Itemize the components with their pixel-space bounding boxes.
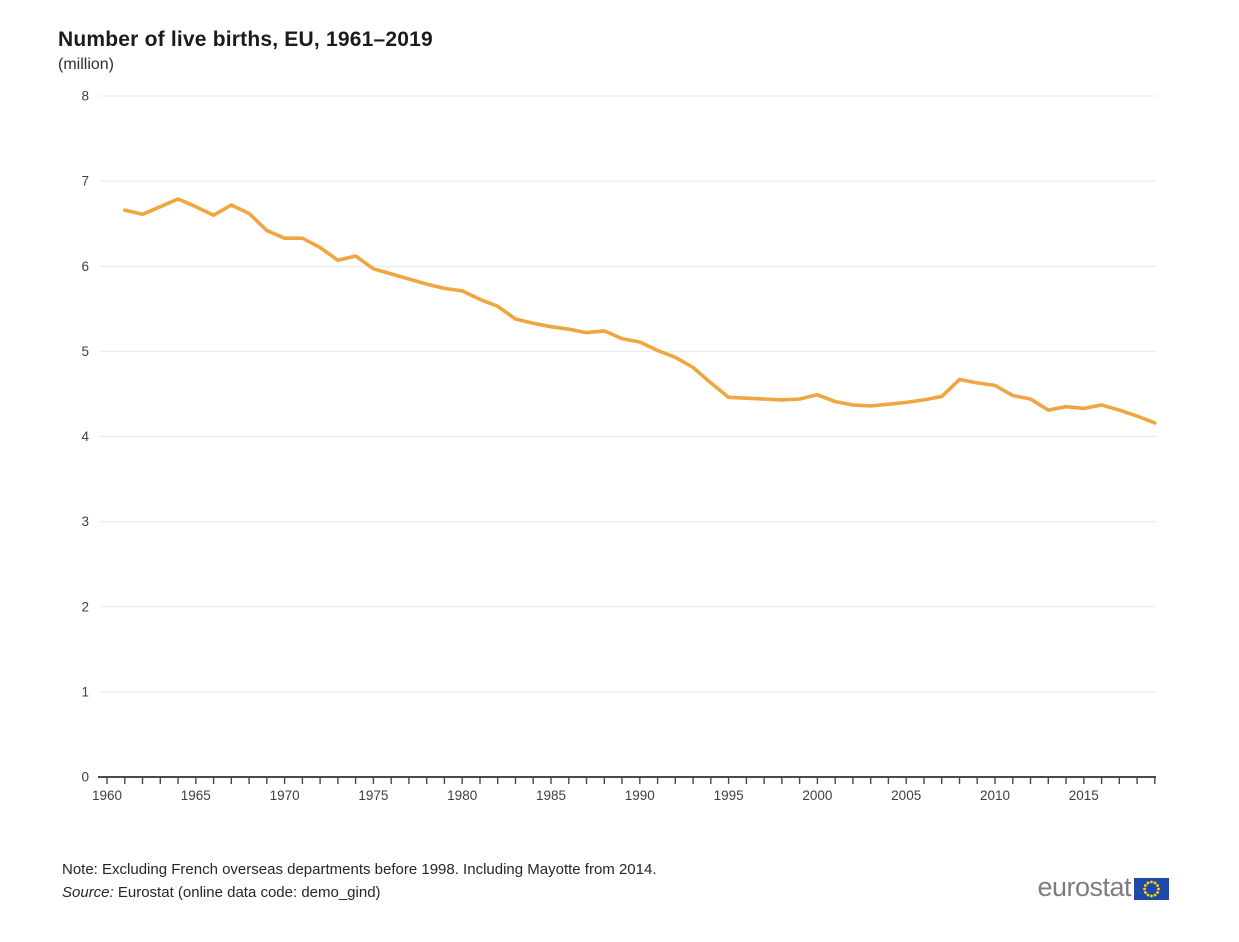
svg-text:0: 0 <box>81 770 89 785</box>
svg-text:6: 6 <box>81 259 89 274</box>
svg-text:2010: 2010 <box>980 788 1010 803</box>
svg-text:1: 1 <box>81 684 89 699</box>
x-axis-labels: 1960 1965 1970 1975 1980 1985 1990 1995 2000 2005… <box>92 788 1099 803</box>
svg-text:1995: 1995 <box>714 788 744 803</box>
eurostat-logo-text: eurostat <box>1037 872 1131 902</box>
svg-text:1970: 1970 <box>270 788 300 803</box>
x-axis <box>98 776 1156 784</box>
svg-text:1985: 1985 <box>536 788 566 803</box>
svg-text:1980: 1980 <box>447 788 477 803</box>
svg-text:1965: 1965 <box>181 788 211 803</box>
y-gridlines <box>100 95 1156 693</box>
births-line <box>123 197 1157 425</box>
svg-text:5: 5 <box>81 344 89 359</box>
svg-text:2000: 2000 <box>802 788 832 803</box>
note-line: Note: Excluding French overseas departme… <box>62 861 657 878</box>
source-line: Source: Eurostat (online data code: demo… <box>62 881 657 904</box>
eu-flag-icon <box>1134 878 1169 900</box>
svg-text:1975: 1975 <box>358 788 388 803</box>
svg-text:2: 2 <box>81 599 89 614</box>
source-label: Source: <box>62 884 114 901</box>
source-text: Eurostat (online data code: demo_gind) <box>113 884 381 901</box>
svg-text:1990: 1990 <box>625 788 655 803</box>
eurostat-logo: eurostat <box>1037 874 1169 901</box>
svg-text:2015: 2015 <box>1069 788 1099 803</box>
page-title: Number of live births, EU, 1961–2019 <box>58 28 433 51</box>
svg-text:1960: 1960 <box>92 788 122 803</box>
footnotes: Note: Excluding French overseas departme… <box>62 858 657 904</box>
svg-text:2005: 2005 <box>891 788 921 803</box>
chart-unit-subtitle: (million) <box>58 56 114 73</box>
svg-text:8: 8 <box>81 89 89 104</box>
svg-text:3: 3 <box>81 514 89 529</box>
y-axis-labels: 0 1 2 3 4 5 6 7 8 <box>81 89 89 785</box>
svg-text:4: 4 <box>81 429 89 444</box>
svg-text:7: 7 <box>81 174 89 189</box>
